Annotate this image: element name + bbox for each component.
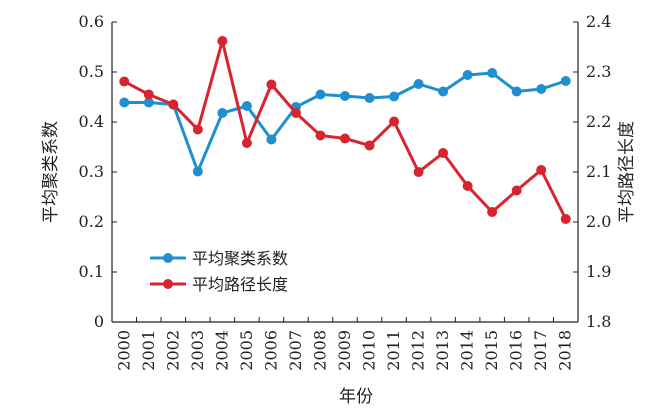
data-point [364, 140, 375, 151]
y-right-tick-label: 2.2 [586, 112, 611, 131]
y-axis-right-title: 平均路径长度 [617, 121, 637, 223]
x-axis-ticks: 2000 2001 2002 2003 2004 2005 2006 2007 2008 2009… [111, 317, 579, 371]
x-tick-label: 2005 [237, 330, 256, 371]
y-left-tick-label: 0.2 [79, 212, 104, 231]
data-point [511, 185, 522, 196]
data-point [315, 89, 326, 100]
data-point [560, 76, 571, 86]
legend-label: 平均路径长度 [192, 275, 288, 294]
data-point [119, 97, 130, 108]
x-tick-label: 2014 [458, 330, 477, 371]
data-point [266, 79, 277, 90]
data-point [462, 70, 473, 80]
data-point [192, 166, 203, 177]
data-point [438, 148, 449, 158]
y-left-tick-label: 0.4 [79, 112, 104, 131]
series-layer [119, 35, 571, 224]
legend-marker [163, 253, 173, 263]
data-point [241, 101, 252, 111]
data-point [413, 167, 424, 177]
axes [111, 22, 579, 323]
data-point [487, 68, 498, 78]
y-axis-left-title: 平均聚类系数 [41, 121, 61, 223]
legend-label: 平均聚类系数 [192, 249, 288, 268]
legend-item: 平均聚类系数 [150, 249, 288, 268]
data-point [389, 116, 400, 127]
series-2 [119, 35, 571, 224]
y-left-tick-label: 0.3 [79, 162, 104, 181]
right-axis-ticks: 1.8 1.9 2.0 2.1 2.2 2.3 2.4 [573, 12, 611, 331]
data-point [340, 133, 350, 144]
x-tick-label: 2011 [384, 330, 403, 371]
x-tick-label: 2003 [188, 330, 207, 371]
data-point [241, 138, 252, 148]
data-point [143, 97, 154, 108]
data-point [168, 99, 179, 110]
data-point [389, 91, 400, 102]
x-axis-title: 年份 [339, 387, 373, 407]
x-tick-label: 2006 [261, 330, 280, 371]
y-right-tick-label: 1.9 [586, 262, 611, 281]
x-tick-label: 2001 [139, 330, 158, 371]
x-tick-label: 2008 [310, 330, 329, 371]
data-point [290, 108, 301, 118]
x-tick-label: 2000 [114, 330, 133, 371]
y-right-tick-label: 2.3 [586, 62, 611, 81]
data-point [192, 124, 203, 135]
y-right-tick-label: 1.8 [586, 312, 611, 331]
x-tick-label: 2018 [556, 330, 575, 371]
x-tick-label: 2016 [507, 330, 526, 371]
left-axis-ticks: 0 0.1 0.2 0.3 0.4 0.5 0.6 [79, 12, 117, 331]
data-point [364, 93, 375, 103]
data-point [413, 79, 424, 89]
y-right-tick-label: 2.0 [586, 212, 611, 231]
series-line [123, 35, 568, 220]
data-point [536, 165, 547, 175]
data-point [462, 181, 473, 191]
y-left-tick-label: 0.5 [79, 62, 104, 81]
x-tick-label: 2007 [286, 330, 305, 371]
y-left-tick-label: 0.6 [79, 12, 104, 31]
legend-marker [163, 279, 173, 289]
x-tick-label: 2015 [482, 330, 501, 371]
y-left-tick-label: 0 [94, 312, 104, 331]
data-point [217, 36, 228, 46]
data-point [143, 89, 154, 100]
data-point [119, 76, 130, 87]
y-right-tick-label: 2.1 [586, 162, 611, 181]
data-point [438, 86, 449, 97]
x-tick-label: 2002 [163, 330, 182, 371]
x-tick-label: 2012 [409, 330, 428, 371]
data-point [217, 108, 228, 118]
data-point [560, 214, 571, 224]
y-left-tick-label: 0.1 [79, 262, 104, 281]
data-point [266, 134, 277, 145]
data-point [315, 130, 326, 141]
data-point [340, 91, 350, 101]
y-right-tick-label: 2.4 [586, 12, 611, 31]
x-tick-label: 2013 [433, 330, 452, 371]
x-tick-label: 2010 [360, 330, 379, 371]
series-1 [119, 68, 571, 177]
data-point [487, 207, 498, 217]
legend-item: 平均路径长度 [150, 275, 288, 294]
x-tick-label: 2009 [335, 330, 354, 371]
data-point [511, 86, 522, 97]
x-tick-label: 2017 [531, 330, 550, 371]
x-tick-label: 2004 [212, 330, 231, 371]
data-point [536, 84, 547, 94]
